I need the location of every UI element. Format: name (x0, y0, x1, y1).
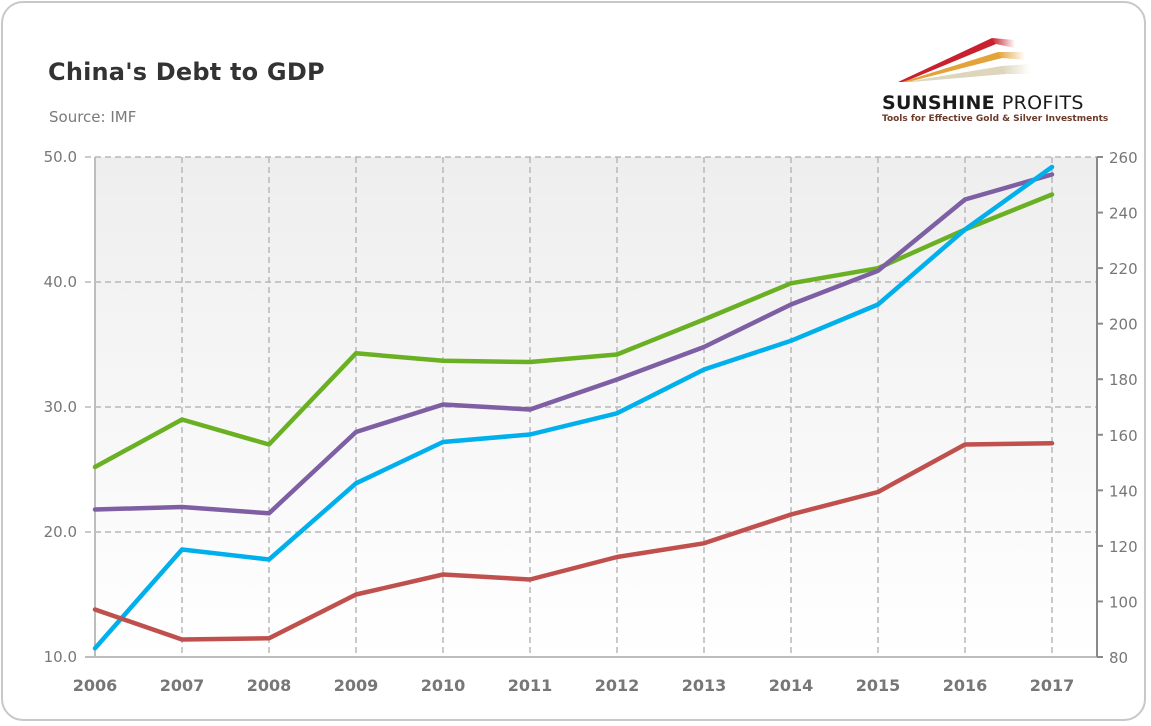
x-tick-label: 2015 (856, 676, 901, 695)
logo-name-light: PROFITS (1001, 92, 1084, 114)
y-left-tick-label: 30.0 (44, 398, 77, 416)
x-tick-label: 2009 (334, 676, 379, 695)
logo-name: SUNSHINE PROFITS (882, 92, 1084, 114)
logo-stripe-orange (902, 52, 1002, 82)
x-tick-label: 2010 (421, 676, 466, 695)
x-tick-label: 2017 (1030, 676, 1075, 695)
x-tick-label: 2011 (508, 676, 553, 695)
x-tick-label: 2006 (73, 676, 118, 695)
purple-series-line (92, 172, 1055, 516)
x-tick-label: 2012 (595, 676, 640, 695)
red-series-line (92, 441, 1055, 642)
y-left-tick-label: 10.0 (44, 648, 77, 666)
y-right-tick-label: 240 (1109, 205, 1138, 223)
y-left-tick-label: 50.0 (44, 148, 77, 166)
y-left-tick-label: 40.0 (44, 273, 77, 291)
y-right-tick-label: 160 (1109, 427, 1138, 445)
y-right-tick-label: 220 (1109, 260, 1138, 278)
y-right-tick-label: 100 (1109, 593, 1138, 611)
y-left-tick-label: 20.0 (44, 523, 77, 541)
cyan-series-line (92, 164, 1055, 651)
logo-stripe-red (898, 38, 996, 82)
y-right-tick-label: 140 (1109, 482, 1138, 500)
x-tick-label: 2007 (160, 676, 205, 695)
chart-source: Source: IMF (49, 108, 137, 126)
logo-stripe-cream (906, 66, 1006, 82)
y-right-tick-label: 180 (1109, 371, 1138, 389)
y-right-tick-label: 260 (1109, 149, 1138, 167)
chart-title: China's Debt to GDP (48, 58, 325, 86)
x-tick-label: 2013 (682, 676, 727, 695)
logo-tagline: Tools for Effective Gold & Silver Invest… (882, 114, 1109, 124)
sunshine-profits-logo-icon (898, 38, 1030, 82)
y-right-tick-label: 200 (1109, 316, 1138, 334)
x-tick-label: 2016 (943, 676, 988, 695)
y-right-tick-label: 80 (1109, 649, 1128, 667)
y-right-tick-label: 120 (1109, 538, 1138, 556)
x-tick-label: 2008 (247, 676, 292, 695)
logo-name-bold: SUNSHINE (882, 92, 995, 114)
x-tick-label: 2014 (769, 676, 814, 695)
